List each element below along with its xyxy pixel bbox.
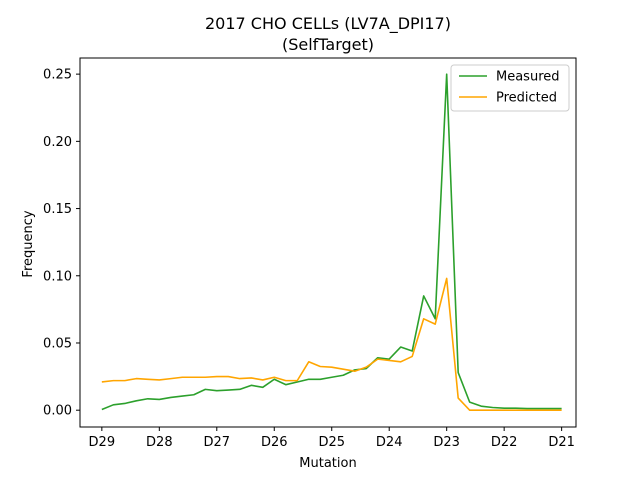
legend: Measured Predicted [450,64,570,112]
x-tick-label: D24 [376,435,403,450]
x-tick-label: D23 [433,435,460,450]
series-line-predicted [101,277,562,412]
y-tick-label: 0.05 [43,336,72,351]
y-axis-label: Frequency [21,210,36,277]
y-axis: 0.00 0.05 0.10 0.15 0.20 0.25 [43,68,80,419]
x-tick-label: D22 [491,435,518,450]
y-tick-label: 0.15 [43,202,72,217]
y-tick-label: 0.25 [43,68,72,83]
y-tick-label: 0.10 [43,269,72,284]
series-line-measured [101,73,562,411]
plot-area [79,57,577,428]
y-tick-label: 0.20 [43,135,72,150]
y-tick-label: 0.00 [43,404,72,419]
legend-label-measured: Measured [496,70,560,85]
x-tick-label: D26 [261,435,288,450]
legend-label-predicted: Predicted [496,91,557,106]
x-tick-label: D28 [146,435,173,450]
x-tick-label: D25 [318,435,345,450]
x-tick-label: D27 [204,435,231,450]
chart-title: 2017 CHO CELLs (LV7A_DPI17) [205,14,451,34]
x-axis-label: Mutation [299,456,356,471]
x-tick-label: D29 [89,435,116,450]
x-axis: D29 D28 D27 D26 D25 D24 D23 D22 D21 [89,427,575,450]
x-tick-label: D21 [548,435,575,450]
plot-background [80,58,576,427]
chart-subtitle: (SelfTarget) [282,35,374,54]
plot-frame [79,57,577,428]
